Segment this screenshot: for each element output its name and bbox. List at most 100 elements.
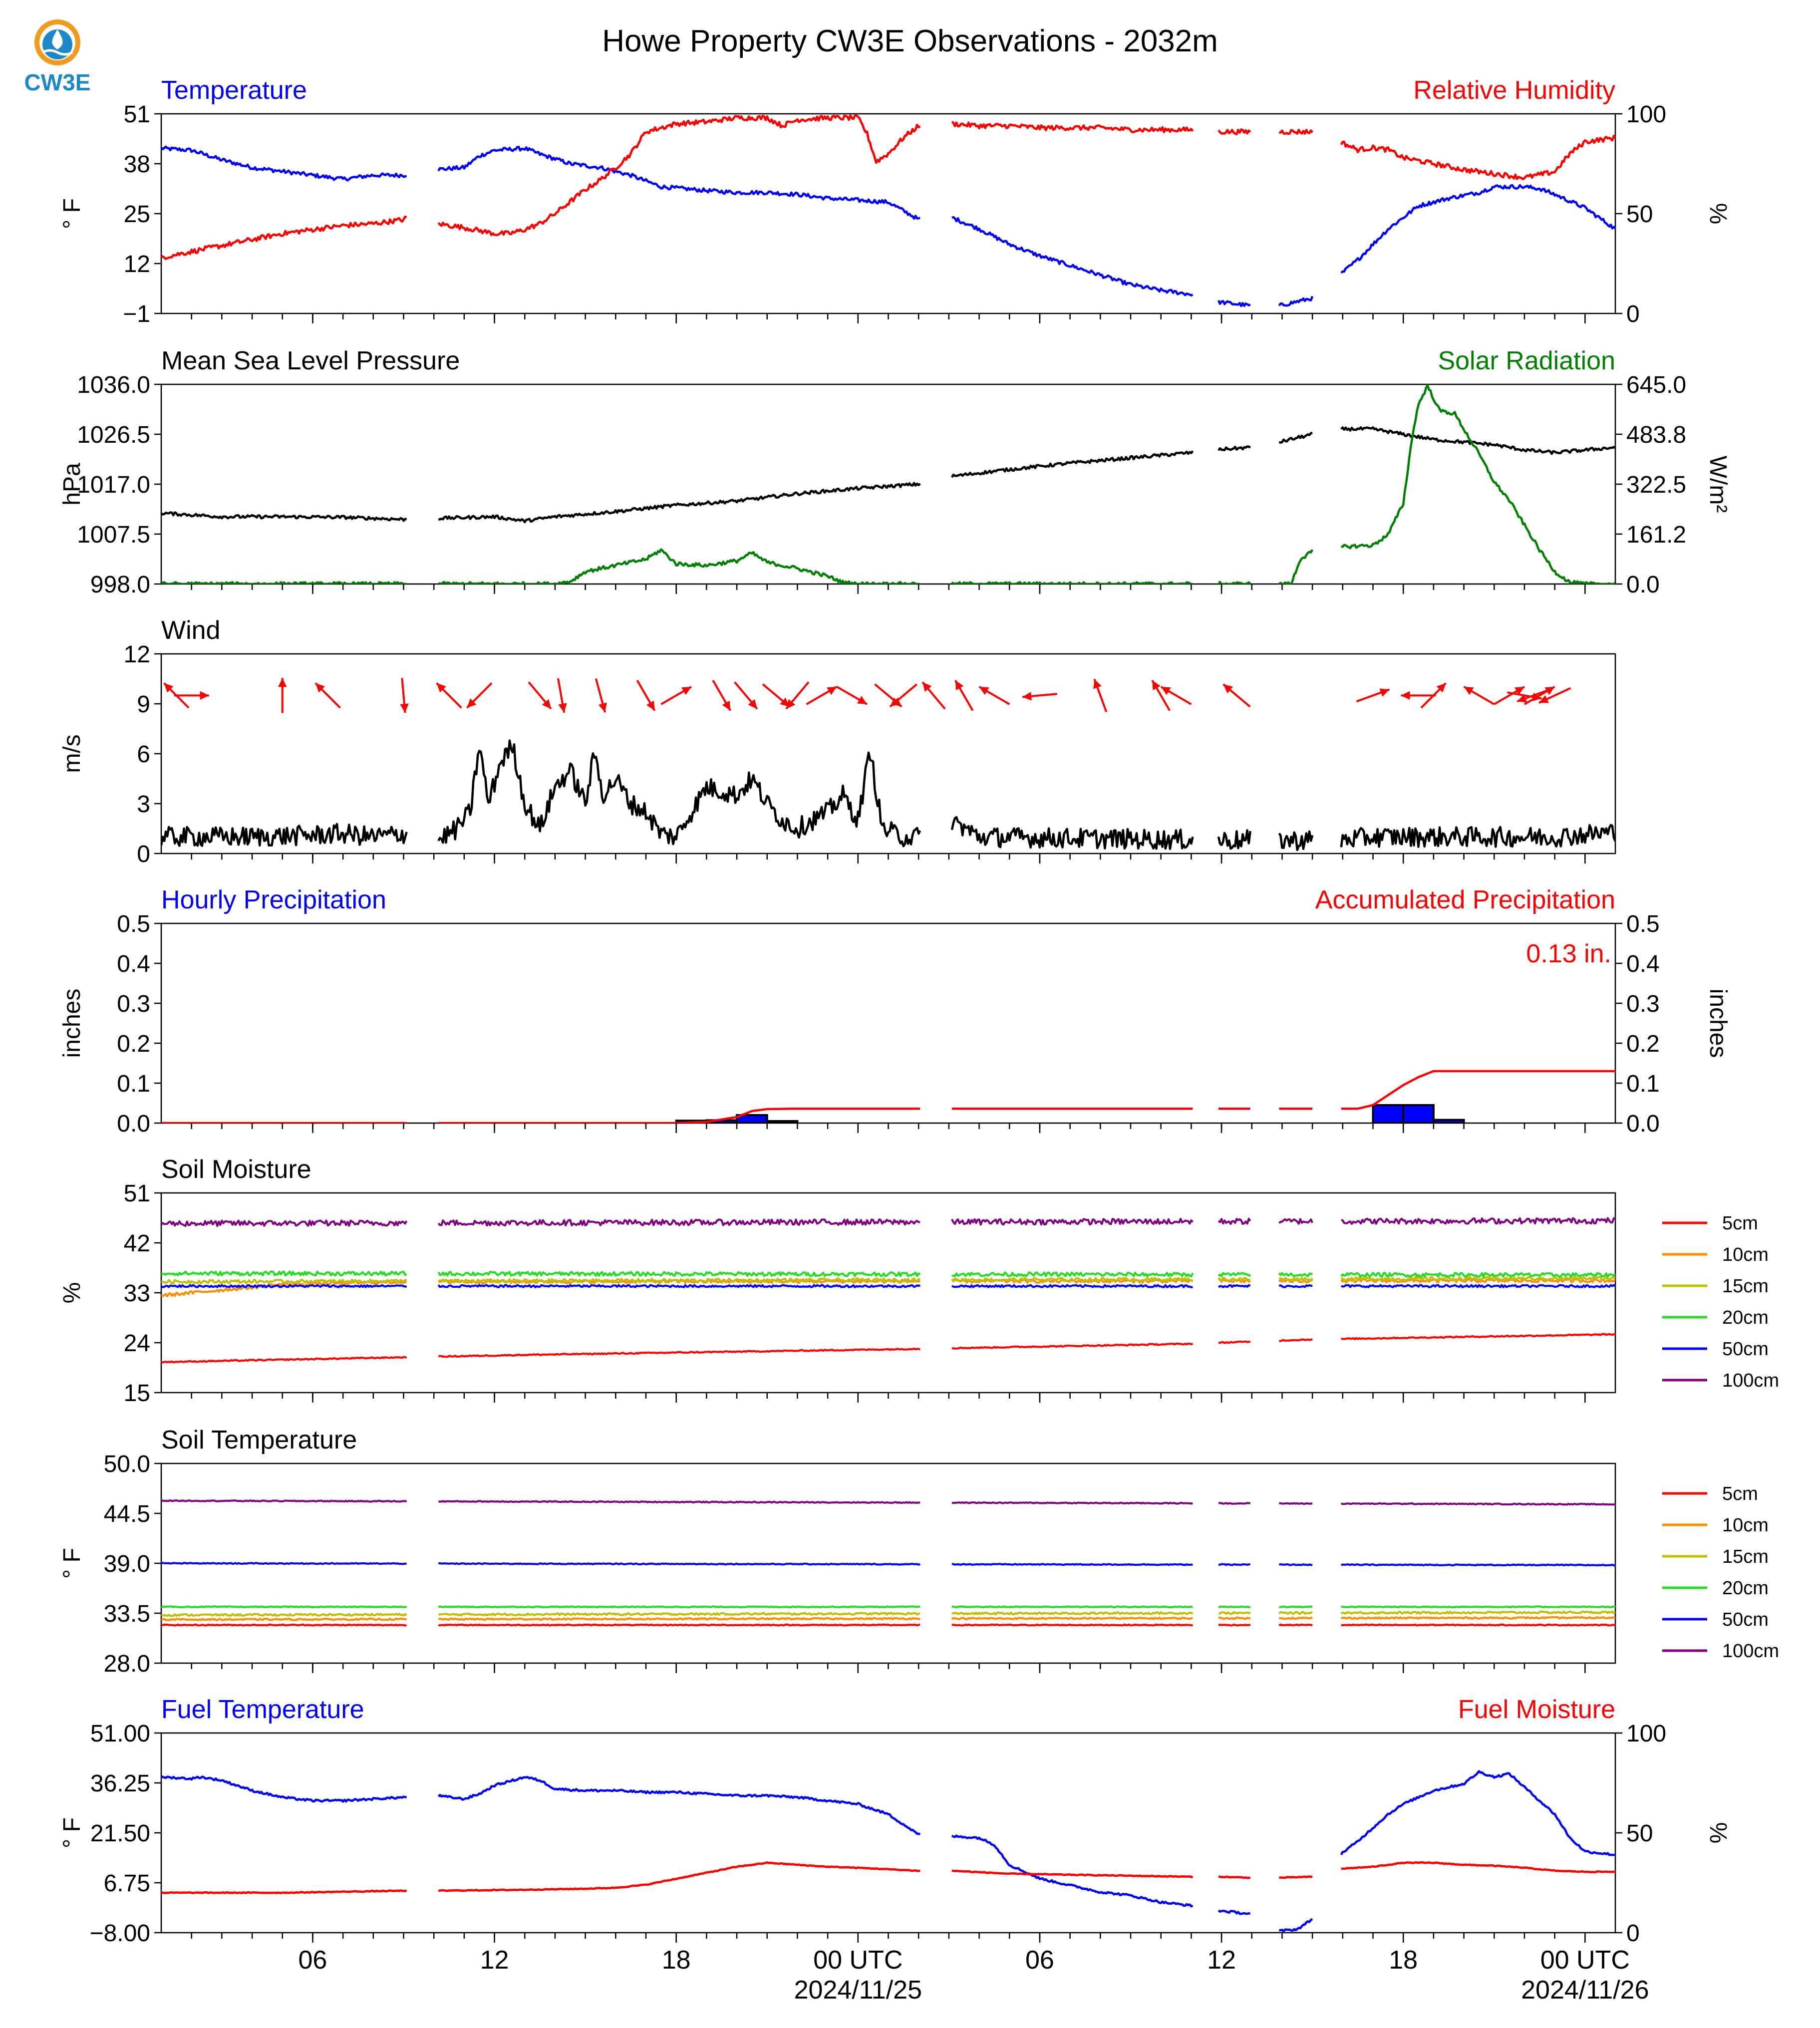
series-line-5cm [161, 1333, 1615, 1364]
y-tick-label: 0.0 [117, 1111, 150, 1137]
wind-arrow [528, 681, 552, 710]
wind-arrow [1093, 678, 1108, 712]
y-tick-right-label: 0.3 [1626, 991, 1660, 1017]
wind-arrow-head [1223, 684, 1233, 694]
wind-arrow-head [436, 683, 446, 693]
y-tick-right-label: 0.5 [1626, 911, 1660, 937]
wind-arrow-head [681, 686, 691, 695]
accumulated-annotation: 0.13 in. [1526, 939, 1611, 968]
panel-temperature_rh: Temperature Relative Humidity 51 38 25 12 −1 10… [59, 76, 1731, 327]
y-tick-label: 51 [124, 1180, 150, 1207]
wind-arrow-head [558, 703, 567, 713]
y-tick-label: 0.2 [117, 1031, 150, 1057]
y-tick-right-label: 322.5 [1626, 472, 1686, 498]
series-line-wind [161, 739, 1615, 852]
y-tick-label: 24 [124, 1330, 150, 1357]
series-line-relative-humidity [161, 114, 1615, 261]
wind-arrow-head [467, 698, 477, 708]
plot-area [161, 114, 1615, 307]
wind-arrow [954, 680, 974, 711]
y-axis-label: ° F [59, 1817, 85, 1848]
y-tick-label: 39.0 [104, 1551, 150, 1577]
y-axis-label-right: % [1705, 203, 1731, 225]
y-axis-label: hPa [59, 463, 85, 506]
wind-arrow [1463, 686, 1495, 705]
series-line-solar-radiation [161, 384, 1615, 584]
plot-area [161, 1217, 1615, 1364]
wind-arrow-head [1538, 695, 1549, 703]
plot-frame [160, 113, 1616, 314]
wind-arrow [636, 680, 656, 711]
panel-title-left: Temperature [161, 76, 307, 105]
plot-frame [160, 383, 1616, 585]
y-tick-label: 0.5 [117, 911, 150, 937]
wind-arrow-head [955, 680, 964, 690]
y-axis-label: ° F [59, 198, 85, 229]
y-tick-right-label: 0.4 [1626, 951, 1660, 977]
plot-area [161, 1499, 1615, 1627]
y-axis-label: m/s [59, 734, 85, 773]
series-line-10cm [161, 1616, 1615, 1622]
y-tick-label: 1036.0 [77, 372, 150, 398]
wind-arrow-head [1152, 680, 1161, 690]
panel-soil_moisture: Soil Moisture5142332415%5cm10cm15cm20cm5… [59, 1155, 1779, 1407]
wind-arrow-head [315, 683, 325, 693]
y-tick-label: 0 [137, 841, 150, 868]
wind-arrow-head [400, 703, 409, 713]
logo-drop-icon [52, 29, 63, 49]
panel-title-left: Hourly Precipitation [161, 885, 386, 914]
y-tick-label: 998.0 [90, 572, 150, 598]
y-axis-label: % [59, 1282, 85, 1304]
chart-title: Howe Property CW3E Observations - 2032m [602, 24, 1218, 58]
wind-arrow [174, 691, 209, 700]
wind-arrow [557, 678, 567, 713]
y-axis-label-right: % [1705, 1822, 1731, 1844]
wind-arrow [1401, 691, 1436, 700]
wind-arrow-head [542, 699, 552, 709]
series-line-100cm [161, 1217, 1615, 1227]
y-axis-label: inches [59, 989, 85, 1058]
legend-label: 100cm [1722, 1370, 1779, 1391]
wind-arrow [1523, 686, 1555, 705]
wind-arrow-head [1464, 686, 1474, 695]
y-tick-label: 25 [124, 201, 150, 228]
legend-label: 5cm [1722, 1483, 1758, 1504]
series-line-20cm [161, 1270, 1615, 1278]
x-date-label: 2024/11/25 [794, 1976, 922, 2005]
cw3e-logo: CW3E [24, 19, 90, 95]
precip-bar [1432, 1119, 1465, 1123]
plot-area [161, 1770, 1615, 1933]
wind-arrow-head [979, 686, 989, 695]
wind-arrow [921, 681, 946, 710]
x-tick-label: 18 [662, 1946, 691, 1975]
precip-bar [1372, 1104, 1405, 1123]
wind-arrow [436, 682, 462, 709]
legend-label: 20cm [1722, 1578, 1769, 1599]
series-line-100cm [161, 1499, 1615, 1506]
y-tick-label: 28.0 [104, 1651, 150, 1677]
wind-arrow [1151, 680, 1171, 711]
x-date-label: 2024/11/26 [1521, 1976, 1649, 2005]
y-tick-right-label: 645.0 [1626, 372, 1686, 398]
y-tick-right-label: 0.0 [1626, 1111, 1660, 1137]
panel-title-right: Fuel Moisture [1458, 1695, 1615, 1724]
wind-arrow-head [278, 678, 287, 687]
panel-title-right: Relative Humidity [1413, 76, 1615, 105]
plot-area [161, 1070, 1615, 1123]
wind-arrow [1538, 687, 1571, 704]
precip-bar [1402, 1104, 1435, 1123]
series-line-fuel-temperature [161, 1770, 1615, 1933]
wind-arrow-head [1544, 686, 1555, 695]
wind-arrow-head [1401, 691, 1410, 700]
y-tick-right-label: 100 [1626, 1721, 1666, 1747]
series-line-50cm [161, 1562, 1615, 1567]
y-tick-label: 0.1 [117, 1071, 150, 1097]
y-tick-label: 3 [137, 791, 150, 818]
logo-wave-icon [41, 49, 73, 56]
panel-fuel: Fuel Temperature Fuel Moisture 51.00 36.25 2… [59, 1695, 1731, 2005]
wind-arrow-head [922, 682, 932, 692]
y-tick-label: 33 [124, 1280, 150, 1307]
wind-arrow-head [722, 700, 731, 711]
wind-arrow [1160, 686, 1192, 705]
wind-arrow [1420, 682, 1447, 709]
